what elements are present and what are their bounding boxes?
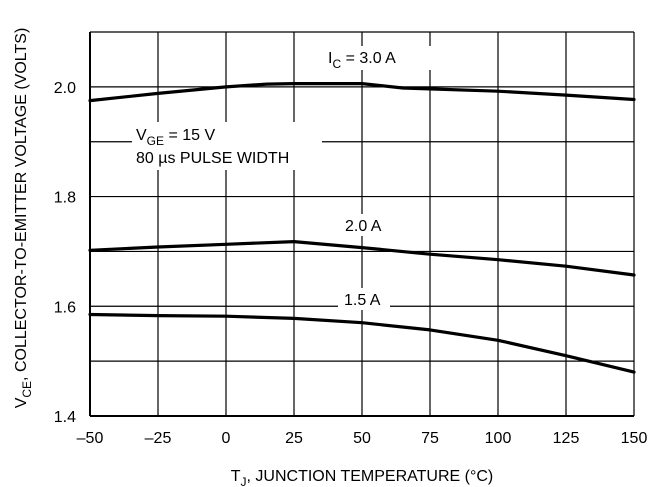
annotation-ic-3a: IC = 3.0 A [318,46,440,71]
annotation-1-5a: 1.5 A [338,288,390,310]
svg-text:2.0 A: 2.0 A [345,218,382,235]
series-line-0 [88,81,636,103]
y-tick-label: 1.6 [54,299,76,316]
x-tick-label: 50 [353,430,371,447]
annotation-vge: VGE = 15 V 80 µs PULSE WIDTH [132,122,322,170]
x-tick-label: 0 [222,430,231,447]
y-tick-label: 2.0 [54,80,76,97]
svg-text:VGE = 15 V: VGE = 15 V [136,127,215,148]
y-axis-label: VCE, COLLECTOR-TO-EMITTER VOLTAGE (VOLTS… [13,28,34,409]
annotation-pulse-width: 80 µs PULSE WIDTH [136,150,289,167]
y-ticks: 1.4 1.6 1.8 2.0 [54,80,76,426]
x-tick-label: 150 [621,430,648,447]
svg-text:1.5 A: 1.5 A [344,292,381,309]
series-line-2 [88,312,636,374]
x-tick-label: 75 [421,430,439,447]
x-tick-label: 25 [285,430,303,447]
y-tick-label: 1.4 [54,409,76,426]
x-ticks: –50 –25 0 25 50 75 100 125 150 [77,430,648,447]
series-group [88,81,636,374]
x-tick-label: –50 [77,430,104,447]
x-tick-label: 125 [553,430,580,447]
x-tick-label: 100 [485,430,512,447]
svg-text:IC = 3.0 A: IC = 3.0 A [328,50,396,71]
x-tick-label: –25 [145,430,172,447]
y-tick-label: 1.8 [54,190,76,207]
x-axis-label: TJ, JUNCTION TEMPERATURE (°C) [231,468,493,487]
grid [89,31,635,417]
annotation-2a: 2.0 A [340,214,392,236]
series-line-1 [88,240,636,277]
